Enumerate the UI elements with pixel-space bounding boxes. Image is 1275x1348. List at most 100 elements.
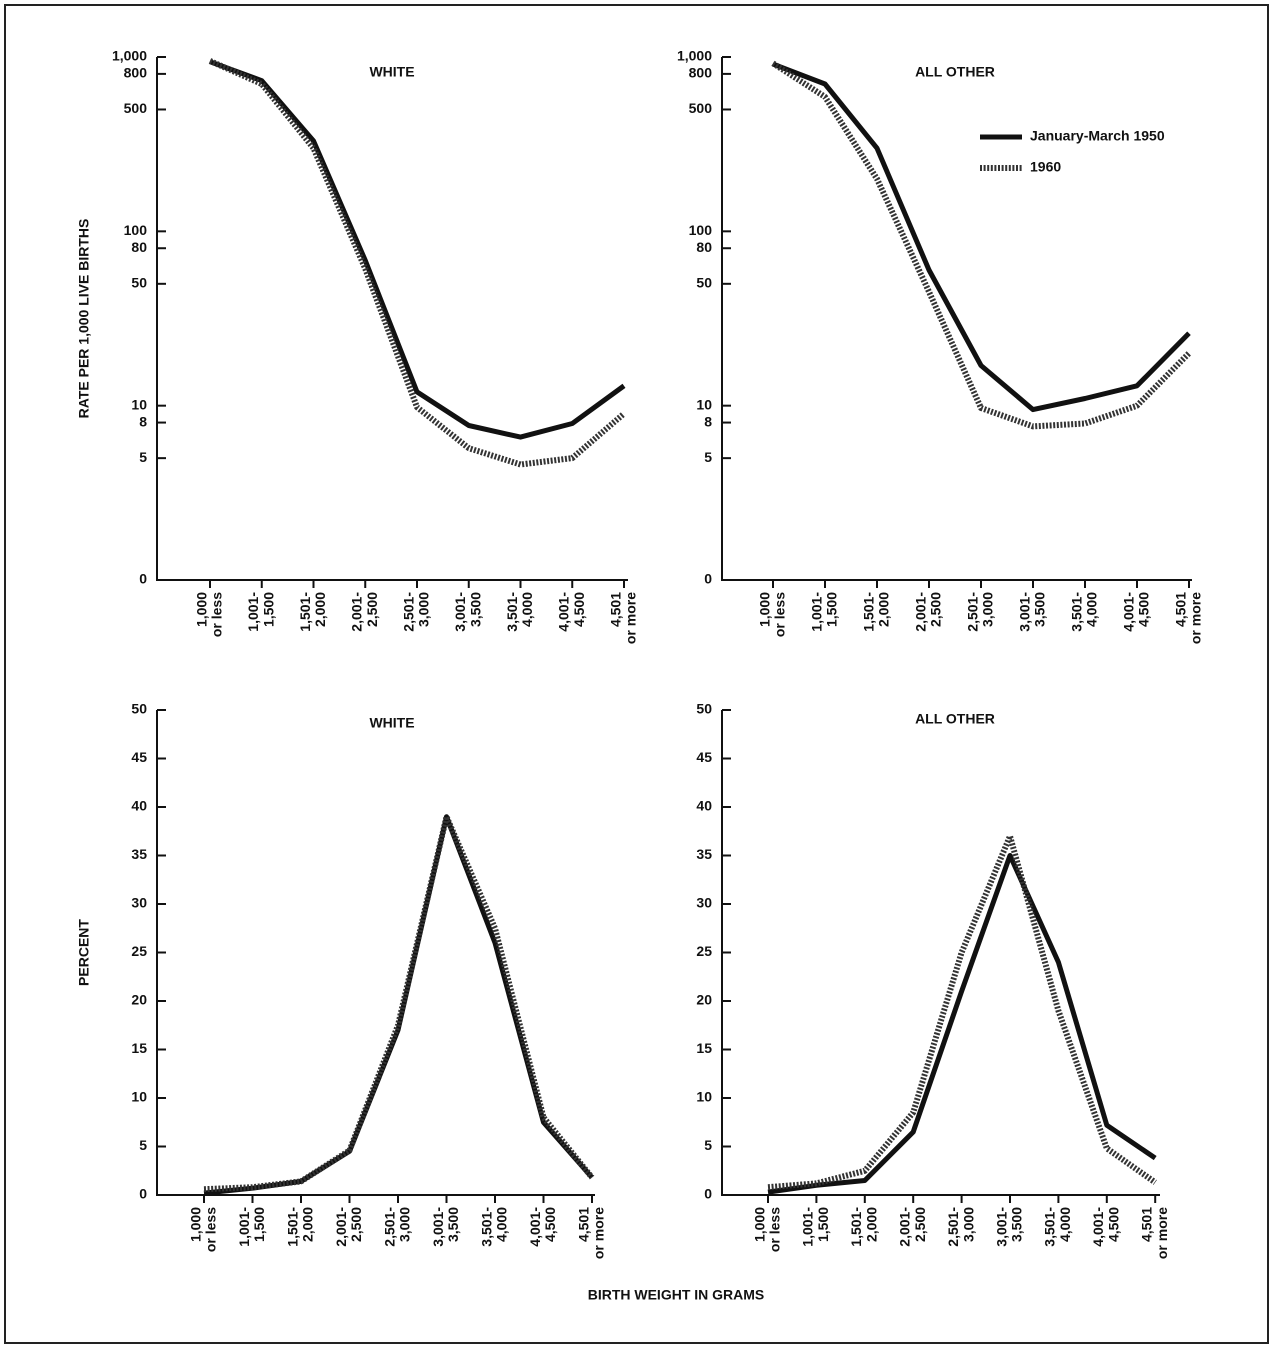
- series-line: [203, 813, 595, 1193]
- x-tick-label: 3,501-4,000: [504, 592, 535, 632]
- series-line: [767, 833, 1157, 1191]
- y-tick-label: 15: [131, 1040, 147, 1056]
- y-tick-label: 0: [139, 571, 147, 587]
- y-tick-label: 20: [696, 992, 712, 1008]
- series-line: [771, 60, 1192, 430]
- x-tick-label: 2,501-3,000: [964, 592, 995, 632]
- x-tick-label: 3,501-4,000: [1068, 592, 1099, 632]
- x-tick-label: 2,001-2,500: [333, 1207, 364, 1247]
- y-tick-label: 100: [689, 222, 713, 238]
- x-tick-label: 4,001-4,500: [555, 592, 586, 632]
- axis: [721, 710, 1160, 1196]
- x-tick-label: 3,001-3,500: [1016, 592, 1047, 632]
- x-tick-label: 4,501or more: [1138, 1207, 1169, 1259]
- chart-title: WHITE: [369, 64, 414, 80]
- series-line: [203, 814, 594, 1196]
- x-tick-label: 4,001-4,500: [527, 1207, 558, 1247]
- y-tick-label: 25: [131, 943, 147, 959]
- series-line: [767, 853, 1157, 1195]
- x-tick-label: 2,501-3,000: [945, 1207, 976, 1247]
- y-tick-label: 5: [139, 1137, 147, 1153]
- y-tick-label: 30: [131, 895, 147, 911]
- x-tick-label: 2,001-2,500: [348, 592, 379, 632]
- y-tick-label: 5: [704, 449, 712, 465]
- x-tick-label: 2,501-3,000: [381, 1207, 412, 1247]
- y-tick-label: 35: [696, 846, 712, 862]
- y-tick-label: 5: [139, 449, 147, 465]
- x-axis-label: BIRTH WEIGHT IN GRAMS: [588, 1287, 765, 1303]
- x-tick-label: 1,001-1,500: [236, 1207, 267, 1247]
- x-tick-label: 1,501-2,000: [297, 592, 328, 632]
- chart-title: ALL OTHER: [915, 64, 995, 80]
- x-tick-label: 1,000or less: [193, 592, 224, 637]
- x-tick-label: 3,501-4,000: [478, 1207, 509, 1247]
- y-tick-label: 10: [696, 1089, 712, 1105]
- x-tick-label: 3,001-3,500: [452, 592, 483, 632]
- y-axis-label: PERCENT: [76, 919, 92, 986]
- legend-label: January-March 1950: [1030, 128, 1165, 144]
- y-tick-label: 40: [696, 798, 712, 814]
- y-tick-label: 8: [704, 413, 712, 429]
- y-tick-label: 8: [139, 413, 147, 429]
- y-tick-label: 500: [689, 100, 713, 116]
- y-tick-label: 50: [696, 275, 712, 291]
- series-line: [209, 59, 626, 440]
- y-tick-label: 800: [124, 65, 148, 81]
- y-tick-label: 45: [696, 749, 712, 765]
- y-tick-label: 1,000: [677, 48, 712, 64]
- y-tick-label: 20: [131, 992, 147, 1008]
- chart-title: WHITE: [369, 715, 414, 731]
- y-tick-label: 15: [696, 1040, 712, 1056]
- y-tick-label: 800: [689, 65, 713, 81]
- x-tick-label: 2,501-3,000: [400, 592, 431, 632]
- x-tick-label: 4,001-4,500: [1120, 592, 1151, 632]
- x-tick-label: 4,501or more: [575, 1207, 606, 1259]
- y-tick-label: 50: [696, 701, 712, 717]
- x-tick-label: 1,001-1,500: [808, 592, 839, 632]
- x-tick-label: 3,501-4,000: [1041, 1207, 1072, 1247]
- x-tick-label: 1,501-2,000: [848, 1207, 879, 1247]
- x-tick-label: 4,501or more: [607, 592, 638, 644]
- x-tick-label: 1,000or less: [187, 1207, 218, 1252]
- x-tick-label: 1,501-2,000: [284, 1207, 315, 1247]
- y-tick-label: 25: [696, 943, 712, 959]
- x-tick-label: 4,001-4,500: [1090, 1207, 1121, 1247]
- y-tick-label: 80: [696, 239, 712, 255]
- y-tick-label: 0: [139, 1186, 147, 1202]
- y-tick-label: 500: [124, 100, 148, 116]
- y-tick-label: 10: [696, 396, 712, 412]
- y-tick-label: 45: [131, 749, 147, 765]
- x-tick-label: 1,000or less: [756, 592, 787, 637]
- x-tick-label: 1,001-1,500: [245, 592, 276, 632]
- y-tick-label: 0: [704, 1186, 712, 1202]
- x-tick-label: 1,000or less: [751, 1207, 782, 1252]
- y-tick-label: 10: [131, 1089, 147, 1105]
- y-tick-label: 5: [704, 1137, 712, 1153]
- chart-title: ALL OTHER: [915, 711, 995, 727]
- y-tick-label: 30: [696, 895, 712, 911]
- x-tick-label: 2,001-2,500: [896, 1207, 927, 1247]
- legend-label: 1960: [1030, 159, 1061, 175]
- x-tick-label: 3,001-3,500: [993, 1207, 1024, 1247]
- y-tick-label: 100: [124, 222, 148, 238]
- y-tick-label: 0: [704, 571, 712, 587]
- y-tick-label: 80: [131, 239, 147, 255]
- series-line: [772, 61, 1191, 413]
- x-tick-label: 1,501-2,000: [860, 592, 891, 632]
- frame: [4, 4, 1269, 1344]
- x-tick-label: 4,501or more: [1172, 592, 1203, 644]
- axis: [156, 57, 628, 581]
- y-tick-label: 10: [131, 396, 147, 412]
- y-tick-label: 50: [131, 701, 147, 717]
- x-tick-label: 3,001-3,500: [430, 1207, 461, 1247]
- series-line: [208, 58, 626, 468]
- axis: [156, 710, 595, 1196]
- y-axis-label: RATE PER 1,000 LIVE BIRTHS: [76, 219, 92, 419]
- y-tick-label: 40: [131, 798, 147, 814]
- y-tick-label: 50: [131, 275, 147, 291]
- y-tick-label: 1,000: [112, 48, 147, 64]
- y-tick-label: 35: [131, 846, 147, 862]
- x-tick-label: 1,001-1,500: [799, 1207, 830, 1247]
- x-tick-label: 2,001-2,500: [912, 592, 943, 632]
